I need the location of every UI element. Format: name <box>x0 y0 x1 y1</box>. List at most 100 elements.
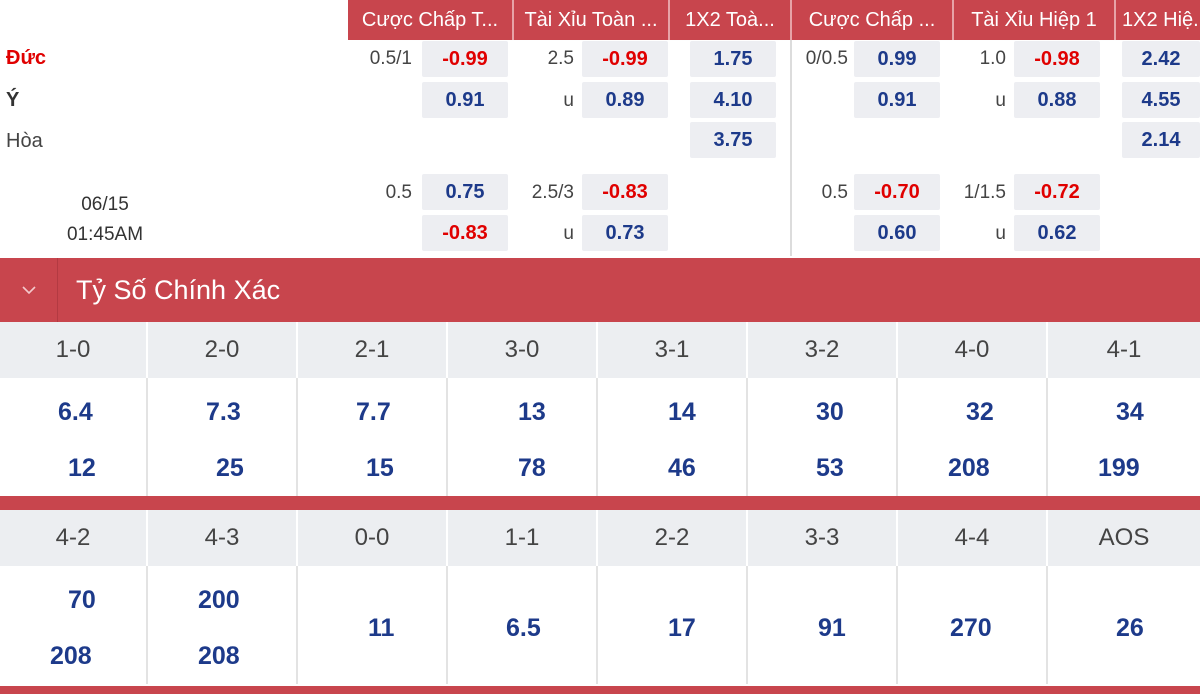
score-odds-cell[interactable]: 270 <box>898 566 1048 684</box>
score-label: 1-1 <box>448 510 598 566</box>
odds-value-bottom[interactable]: 208 <box>948 454 990 482</box>
odds-button[interactable]: 0.99 <box>854 41 940 77</box>
overunder-line-h1: 1/1.5 <box>963 182 1006 203</box>
score-odds-cell[interactable]: 200 208 <box>148 566 298 684</box>
header-1x2-full[interactable]: 1X2 Toà... <box>670 0 790 40</box>
score-odds-cell[interactable]: 6.4 12 <box>0 378 148 496</box>
team-home: Đức <box>6 47 47 69</box>
score-label: 3-2 <box>748 322 898 378</box>
odds-button[interactable]: 0.88 <box>1014 82 1100 118</box>
odds-button[interactable]: -0.70 <box>854 174 940 210</box>
score-odds-cell[interactable]: 6.5 <box>448 566 598 684</box>
score-label: 3-1 <box>598 322 748 378</box>
odds-button[interactable]: -0.72 <box>1014 174 1100 210</box>
score-odds-cell[interactable]: 70 208 <box>0 566 148 684</box>
score-odds-cell[interactable]: 7.3 25 <box>148 378 298 496</box>
odds-value-top[interactable]: 30 <box>816 398 844 426</box>
header-overunder-h1[interactable]: Tài Xỉu Hiệp 1 <box>954 0 1114 40</box>
odds-button[interactable]: 0.73 <box>582 215 668 251</box>
odds-value-top[interactable]: 6.4 <box>58 398 93 426</box>
odds-button[interactable]: 0.89 <box>582 82 668 118</box>
odds-value-top[interactable]: 7.3 <box>206 398 241 426</box>
under-label: u <box>563 223 574 244</box>
odds-button[interactable]: 0.62 <box>1014 215 1100 251</box>
score-odds-cell[interactable]: 26 <box>1048 566 1200 684</box>
odds-button[interactable]: 3.75 <box>690 122 776 158</box>
header-overunder-full[interactable]: Tài Xỉu Toàn ... <box>514 0 668 40</box>
odds-value-top[interactable]: 34 <box>1116 398 1144 426</box>
odds-value[interactable]: 11 <box>368 614 395 642</box>
odds-button[interactable]: 2.14 <box>1122 122 1200 158</box>
odds-value-bottom[interactable]: 78 <box>518 454 546 482</box>
odds-button[interactable]: -0.83 <box>422 215 508 251</box>
header-separator <box>790 0 792 40</box>
header-handicap-full[interactable]: Cược Chấp T... <box>348 0 512 40</box>
score-odds-cell[interactable]: 17 <box>598 566 748 684</box>
odds-button[interactable]: 0.91 <box>422 82 508 118</box>
odds-value-top[interactable]: 14 <box>668 398 696 426</box>
odds-value-bottom[interactable]: 12 <box>68 454 96 482</box>
overunder-line: 2.5 <box>547 48 574 69</box>
score-label: AOS <box>1048 510 1200 566</box>
header-1x2-h1[interactable]: 1X2 Hiệ... <box>1116 0 1200 40</box>
odds-value[interactable]: 17 <box>668 614 696 642</box>
score-label: 4-1 <box>1048 322 1200 378</box>
odds-button[interactable]: -0.83 <box>582 174 668 210</box>
row-divider <box>0 686 1200 694</box>
odds-value-bottom[interactable]: 46 <box>668 454 696 482</box>
header-separator <box>512 0 514 40</box>
score-odds-cell[interactable]: 14 46 <box>598 378 748 496</box>
odds-value-top[interactable]: 13 <box>518 398 546 426</box>
team-draw: Hòa <box>6 130 43 152</box>
odds-value-bottom[interactable]: 15 <box>366 454 394 482</box>
odds-value[interactable]: 6.5 <box>506 614 541 642</box>
team-away: Ý <box>6 89 20 111</box>
match-date: 06/15 <box>81 194 129 215</box>
odds-value-bottom[interactable]: 208 <box>50 642 92 670</box>
odds-value-top[interactable]: 7.7 <box>356 398 391 426</box>
header-handicap-h1[interactable]: Cược Chấp ... <box>792 0 952 40</box>
odds-button[interactable]: 0.60 <box>854 215 940 251</box>
score-odds-cell[interactable]: 30 53 <box>748 378 898 496</box>
score-label: 1-0 <box>0 322 148 378</box>
odds-button[interactable]: 1.75 <box>690 41 776 77</box>
chevron-down-icon[interactable] <box>0 258 58 322</box>
odds-value[interactable]: 26 <box>1116 614 1144 642</box>
correct-score-row-2: 4-2 4-3 0-0 1-1 2-2 3-3 4-4 AOS 70 208 2… <box>0 510 1200 684</box>
score-odds-cell[interactable]: 32 208 <box>898 378 1048 496</box>
odds-button[interactable]: 0.75 <box>422 174 508 210</box>
odds-value-bottom[interactable]: 53 <box>816 454 844 482</box>
score-label: 4-2 <box>0 510 148 566</box>
under-label: u <box>995 90 1006 111</box>
odds-button[interactable]: 4.55 <box>1122 82 1200 118</box>
score-odds-cell[interactable]: 13 78 <box>448 378 598 496</box>
odds-value-bottom[interactable]: 199 <box>1098 454 1140 482</box>
score-odds-cell[interactable]: 91 <box>748 566 898 684</box>
score-label: 0-0 <box>298 510 448 566</box>
odds-value-top[interactable]: 200 <box>198 586 240 614</box>
odds-value[interactable]: 270 <box>950 614 992 642</box>
odds-button[interactable]: -0.98 <box>1014 41 1100 77</box>
score-label: 4-4 <box>898 510 1048 566</box>
odds-value-top[interactable]: 32 <box>966 398 994 426</box>
score-odds-cell[interactable]: 34 199 <box>1048 378 1200 496</box>
odds-value-bottom[interactable]: 208 <box>198 642 240 670</box>
odds-button[interactable]: 0.91 <box>854 82 940 118</box>
odds-button[interactable]: -0.99 <box>422 41 508 77</box>
overunder-line: 2.5/3 <box>531 182 574 203</box>
correct-score-section-header[interactable]: Tỷ Số Chính Xác <box>0 258 1200 322</box>
header-separator <box>952 0 954 40</box>
odds-button[interactable]: -0.99 <box>582 41 668 77</box>
score-label: 3-0 <box>448 322 598 378</box>
correct-score-row-1: 1-0 2-0 2-1 3-0 3-1 3-2 4-0 4-1 6.4 12 7… <box>0 322 1200 496</box>
match-odds-table: Cược Chấp T... Tài Xỉu Toàn ... 1X2 Toà.… <box>0 0 1200 256</box>
odds-value[interactable]: 91 <box>818 614 846 642</box>
overunder-line-h1: 1.0 <box>979 48 1006 69</box>
odds-value-bottom[interactable]: 25 <box>216 454 244 482</box>
handicap-line: 0.5/1 <box>369 48 412 69</box>
odds-button[interactable]: 2.42 <box>1122 41 1200 77</box>
odds-button[interactable]: 4.10 <box>690 82 776 118</box>
score-odds-cell[interactable]: 7.7 15 <box>298 378 448 496</box>
odds-value-top[interactable]: 70 <box>68 586 96 614</box>
score-odds-cell[interactable]: 11 <box>298 566 448 684</box>
